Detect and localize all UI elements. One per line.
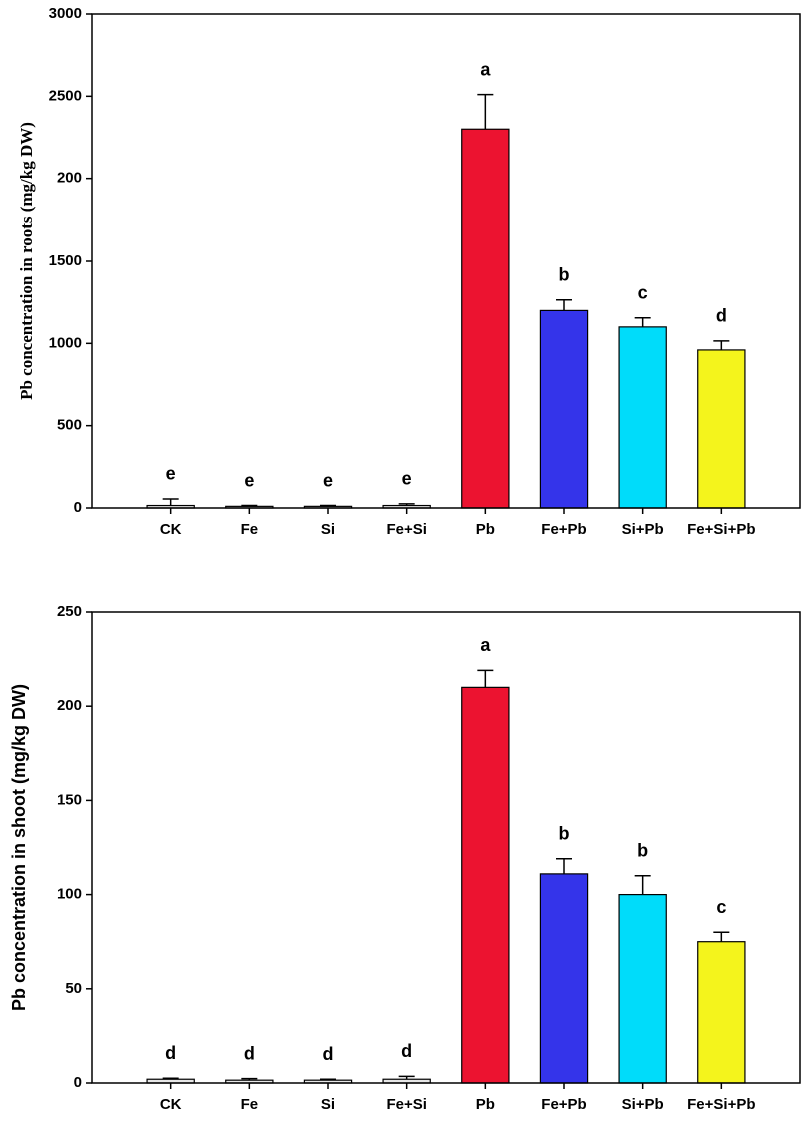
significance-letter: e <box>323 470 333 490</box>
significance-letter: d <box>716 306 727 326</box>
significance-letter: e <box>402 469 412 489</box>
bar <box>697 941 746 1084</box>
x-tick-label: CK <box>160 521 182 538</box>
significance-letter: d <box>323 1044 334 1064</box>
y-tick-label: 1500 <box>49 252 82 269</box>
significance-letter: a <box>480 635 491 655</box>
x-tick-label: Fe+Si+Pb <box>687 1096 755 1113</box>
y-tick-label: 250 <box>57 603 82 620</box>
significance-letter: e <box>166 464 176 484</box>
y-tick-label: 100 <box>57 886 82 903</box>
significance-letter: b <box>637 841 648 861</box>
error-bar <box>634 875 651 895</box>
bar <box>697 349 746 509</box>
x-tick-label: Pb <box>476 521 495 538</box>
x-tick-label: Fe+Pb <box>541 521 586 538</box>
bar <box>539 873 589 1084</box>
bar <box>618 326 667 509</box>
x-tick-label: Fe+Si+Pb <box>687 521 755 538</box>
error-bar <box>477 93 494 130</box>
x-tick-label: Si <box>321 521 335 538</box>
y-tick-label: 0 <box>74 1074 82 1091</box>
x-tick-label: Fe+Si <box>386 1096 426 1113</box>
significance-letter: b <box>559 824 570 844</box>
error-bar <box>556 298 572 311</box>
y-tick-label: 1000 <box>49 334 82 351</box>
error-bar <box>713 340 730 350</box>
error-bar <box>320 504 336 507</box>
x-tick-label: Si <box>321 1096 335 1113</box>
y-tick-label: 500 <box>57 417 82 434</box>
error-bar <box>477 669 494 688</box>
plot-frame <box>91 611 801 1084</box>
bar <box>461 686 510 1084</box>
x-tick-label: Pb <box>476 1096 495 1113</box>
error-bar <box>162 1077 179 1080</box>
plot-frame <box>91 13 801 509</box>
significance-letter: d <box>244 1043 255 1063</box>
y-tick-label: 50 <box>65 980 82 997</box>
significance-letter: c <box>716 897 726 917</box>
y-tick-label: 3000 <box>49 5 82 22</box>
bar <box>618 893 667 1084</box>
error-bar <box>398 503 415 506</box>
y-axis-label: Pb concentration in shoot (mg/kg DW) <box>9 684 29 1011</box>
x-tick-label: Fe+Si <box>386 521 426 538</box>
error-bar <box>634 317 651 327</box>
x-tick-label: Si+Pb <box>622 521 664 538</box>
error-bar <box>320 1078 336 1081</box>
y-tick-label: 200 <box>57 697 82 714</box>
significance-letter: b <box>559 264 570 284</box>
significance-letter: a <box>480 59 491 79</box>
y-tick-label: 150 <box>57 791 82 808</box>
y-tick-label: 200 <box>57 170 82 187</box>
y-tick-label: 0 <box>74 499 82 516</box>
error-bar <box>556 858 572 874</box>
y-tick-label: 2500 <box>49 87 82 104</box>
error-bar <box>241 504 258 507</box>
significance-letter: d <box>165 1043 176 1063</box>
significance-letter: d <box>401 1041 412 1061</box>
error-bar <box>713 931 730 942</box>
bar <box>539 309 589 509</box>
error-bar <box>162 498 179 506</box>
error-bar <box>241 1077 258 1081</box>
significance-letter: e <box>244 470 254 490</box>
x-tick-label: Fe+Pb <box>541 1096 586 1113</box>
x-tick-label: Si+Pb <box>622 1096 664 1113</box>
significance-letter: c <box>638 283 648 303</box>
bar <box>461 128 510 509</box>
x-tick-label: Fe <box>241 1096 259 1113</box>
x-tick-label: CK <box>160 1096 182 1113</box>
y-axis-label: Pb concentration in roots (mg/kg DW) <box>17 122 36 400</box>
x-tick-label: Fe <box>241 521 259 538</box>
error-bar <box>398 1075 415 1080</box>
